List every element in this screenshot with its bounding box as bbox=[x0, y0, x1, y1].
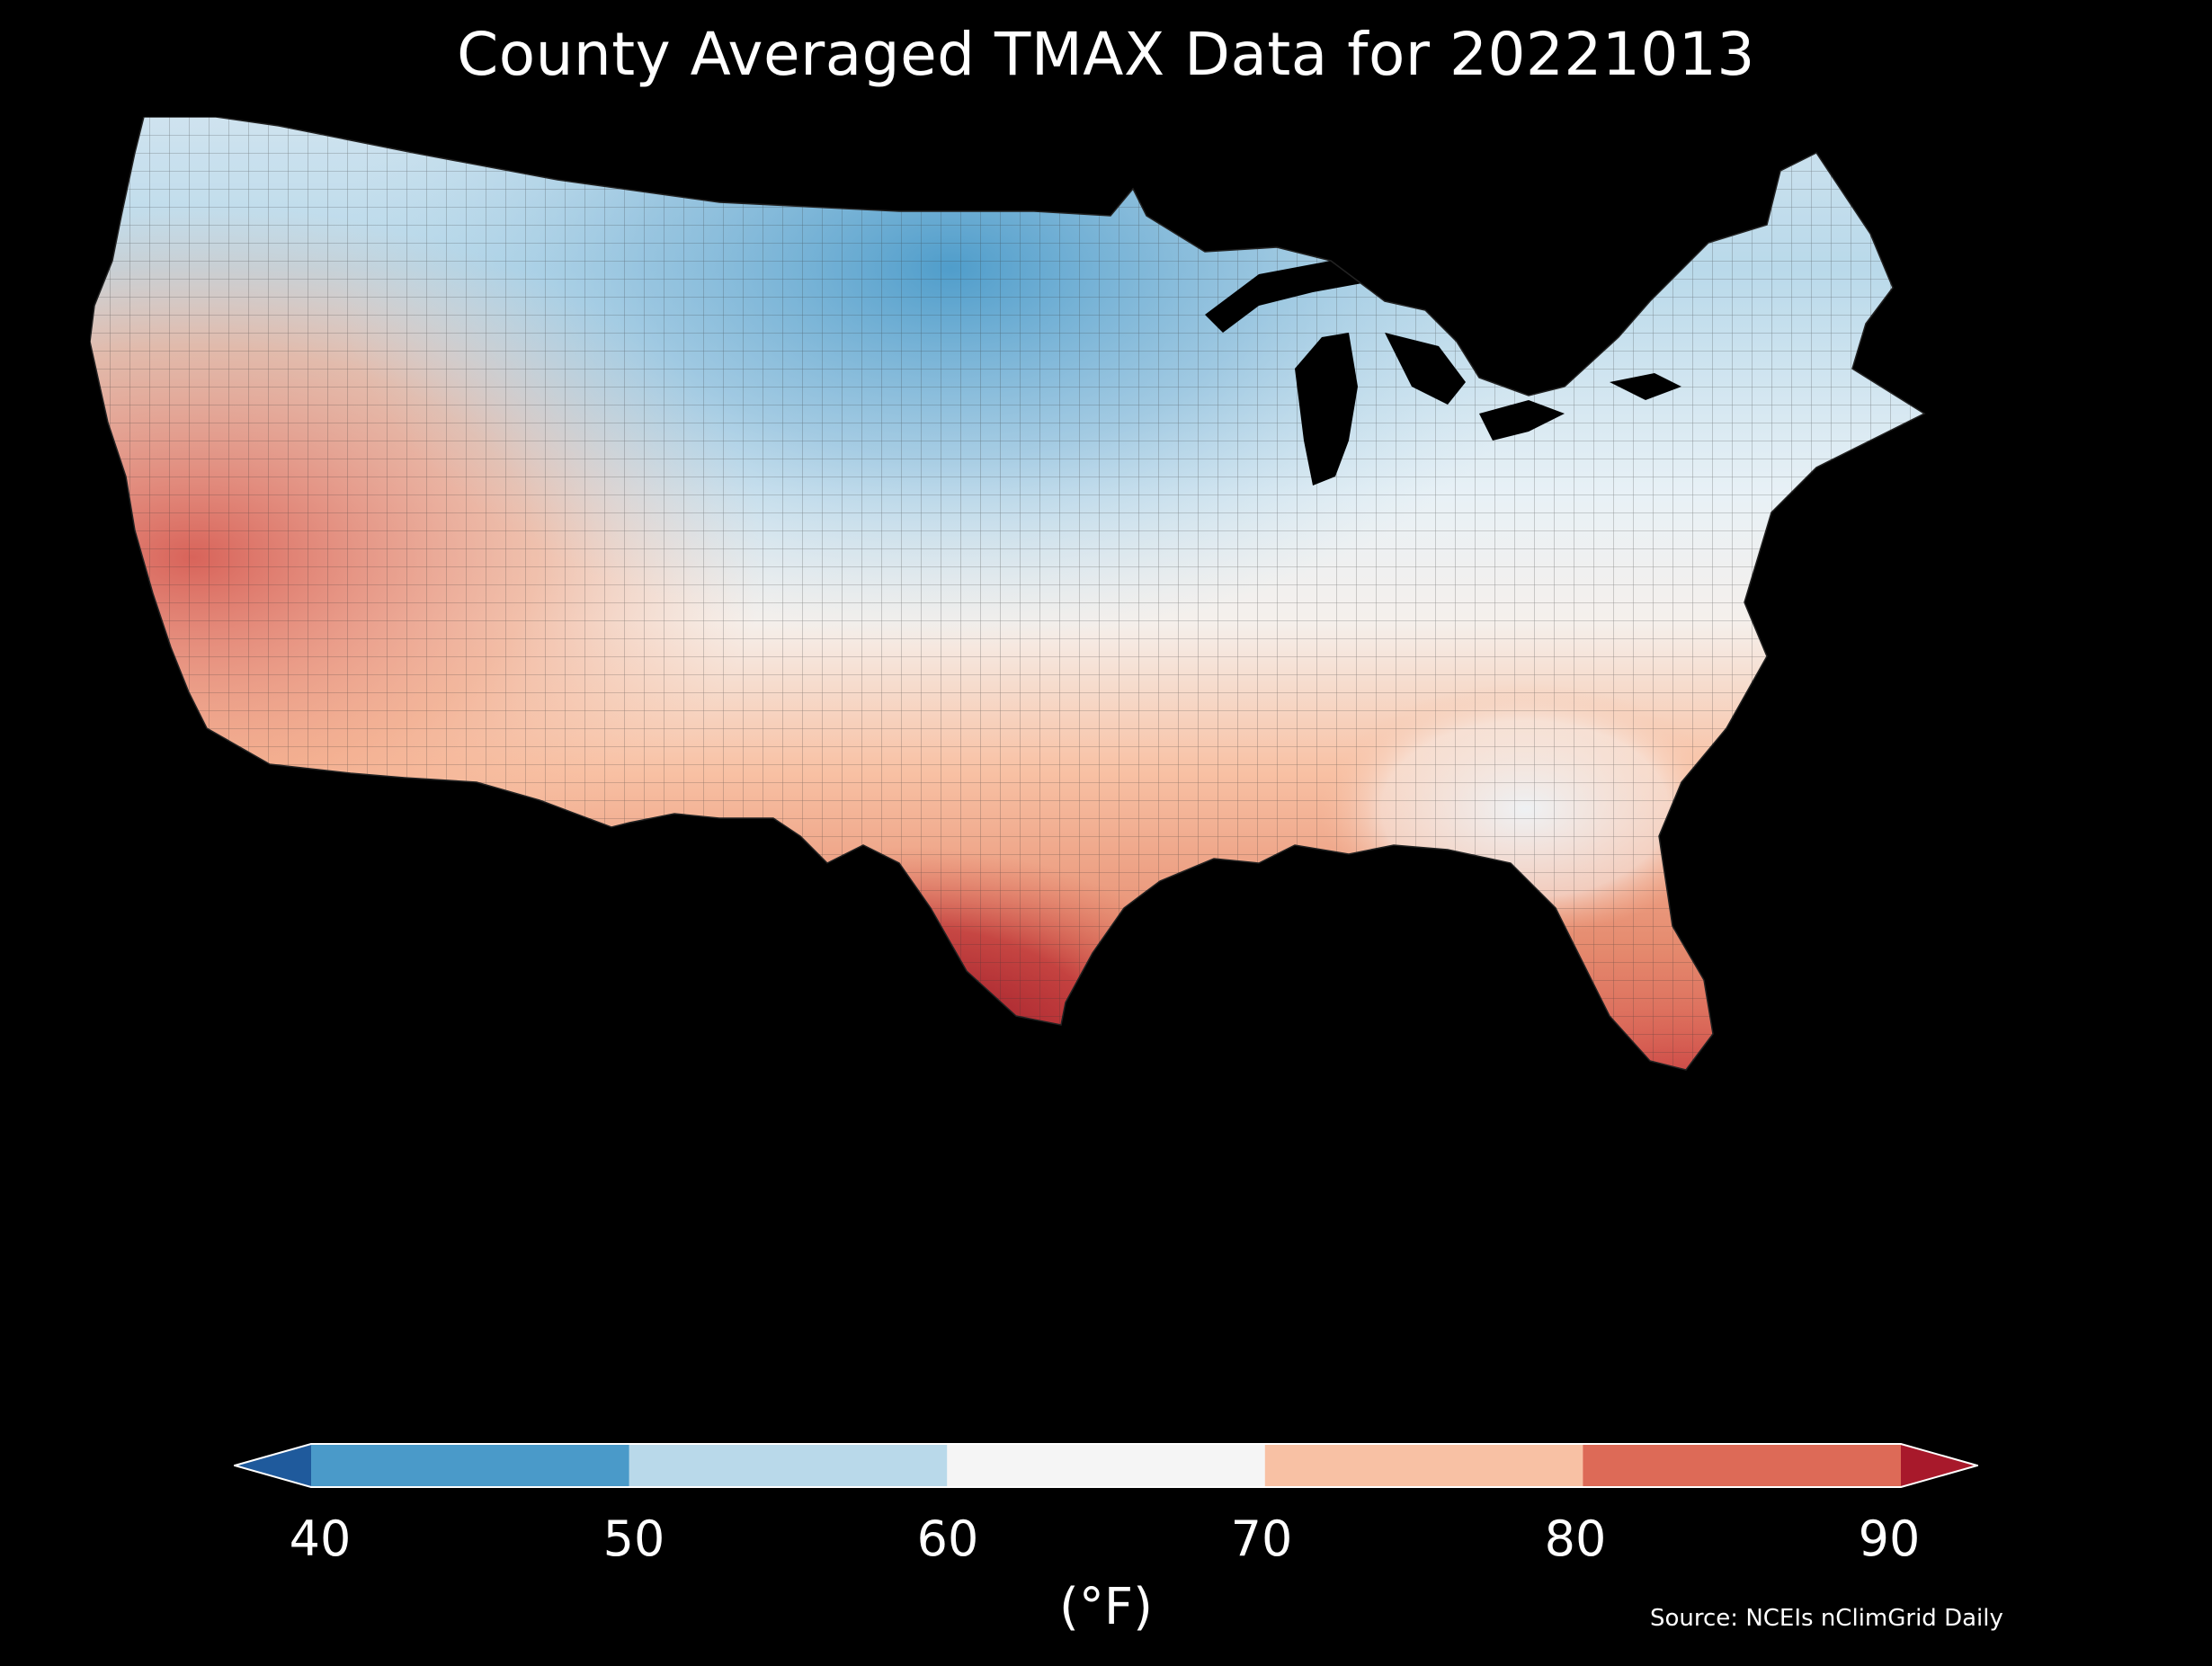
colorbar-tick-80: 80 bbox=[1544, 1510, 1607, 1567]
colorbar bbox=[231, 1443, 1981, 1488]
colorbar-bin-60-70 bbox=[947, 1443, 1266, 1488]
colorbar-bin-80-90 bbox=[1583, 1443, 1902, 1488]
colorbar-tick-90: 90 bbox=[1858, 1510, 1921, 1567]
colorbar-extend-high bbox=[1901, 1443, 1978, 1488]
colorbar-tick-60: 60 bbox=[916, 1510, 979, 1567]
colorbar-extend-low bbox=[234, 1443, 311, 1488]
colorbar-bin-50-60 bbox=[629, 1443, 948, 1488]
colorbar-tick-70: 70 bbox=[1230, 1510, 1293, 1567]
colorbar-tick-40: 40 bbox=[289, 1510, 352, 1567]
us-outline bbox=[90, 117, 1926, 1071]
colorbar-bin-40-50 bbox=[311, 1443, 630, 1488]
source-note: Source: NCEIs nClimGrid Daily bbox=[1650, 1605, 2003, 1632]
temperature-field bbox=[90, 117, 1924, 1070]
colorbar-tick-50: 50 bbox=[602, 1510, 665, 1567]
us-county-map bbox=[90, 117, 2140, 1376]
great-lakes bbox=[1205, 261, 1681, 486]
colorbar-bin-70-80 bbox=[1264, 1443, 1583, 1488]
colorbar-outline bbox=[231, 1443, 1981, 1488]
map-title: County Averaged TMAX Data for 20221013 bbox=[457, 20, 1755, 89]
colorbar-unit: (°F) bbox=[1059, 1578, 1153, 1636]
